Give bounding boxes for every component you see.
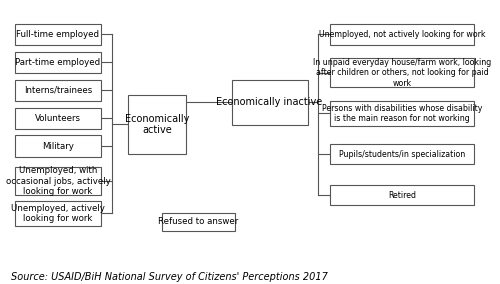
FancyBboxPatch shape: [330, 101, 474, 126]
Text: In unpaid everyday house/farm work, looking
after children or others, not lookin: In unpaid everyday house/farm work, look…: [313, 58, 491, 87]
Text: Source: USAID/BiH National Survey of Citizens' Perceptions 2017: Source: USAID/BiH National Survey of Cit…: [11, 272, 328, 282]
Text: Interns/trainees: Interns/trainees: [24, 86, 92, 95]
Text: Unemployed, not actively looking for work: Unemployed, not actively looking for wor…: [318, 30, 485, 39]
FancyBboxPatch shape: [15, 80, 101, 101]
Text: Economically
active: Economically active: [124, 114, 189, 135]
Text: Unemployed, with
occasional jobs, actively
looking for work: Unemployed, with occasional jobs, active…: [6, 166, 110, 196]
FancyBboxPatch shape: [15, 24, 101, 45]
FancyBboxPatch shape: [330, 185, 474, 205]
Text: Full-time employed: Full-time employed: [16, 30, 100, 39]
Text: Part-time employed: Part-time employed: [16, 58, 100, 67]
Text: Military: Military: [42, 141, 74, 151]
FancyBboxPatch shape: [162, 213, 235, 231]
FancyBboxPatch shape: [15, 52, 101, 73]
Text: Pupils/students/in specialization: Pupils/students/in specialization: [339, 150, 465, 158]
Text: Volunteers: Volunteers: [35, 114, 81, 123]
Text: Unemployed, actively
looking for work: Unemployed, actively looking for work: [11, 204, 105, 223]
FancyBboxPatch shape: [232, 80, 308, 125]
FancyBboxPatch shape: [15, 108, 101, 129]
Text: Persons with disabilities whose disability
is the main reason for not working: Persons with disabilities whose disabili…: [322, 104, 482, 123]
FancyBboxPatch shape: [330, 58, 474, 87]
FancyBboxPatch shape: [128, 95, 186, 154]
FancyBboxPatch shape: [15, 201, 101, 226]
Text: Economically inactive: Economically inactive: [216, 97, 322, 107]
FancyBboxPatch shape: [15, 167, 101, 195]
FancyBboxPatch shape: [330, 24, 474, 45]
FancyBboxPatch shape: [15, 135, 101, 156]
Text: Retired: Retired: [388, 191, 416, 200]
Text: Refused to answer: Refused to answer: [158, 218, 238, 227]
FancyBboxPatch shape: [330, 144, 474, 164]
